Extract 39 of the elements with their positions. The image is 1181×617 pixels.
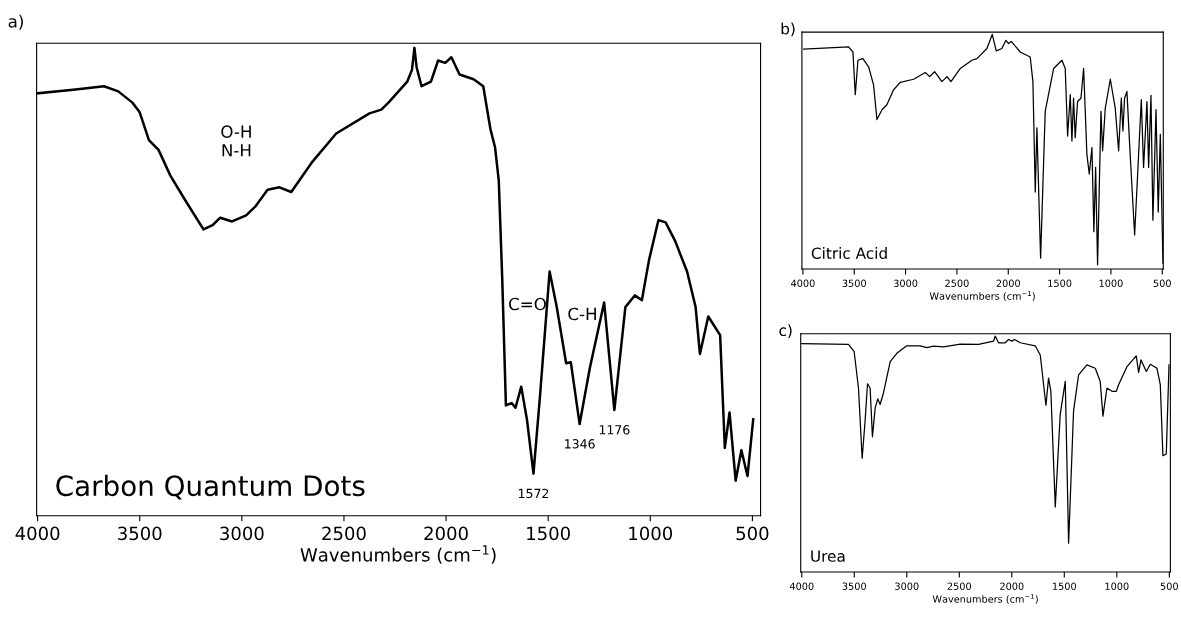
x-tick-label: 4000 <box>15 526 60 541</box>
x-tick-label: 500 <box>736 526 769 541</box>
x-tick-label: 3000 <box>220 526 264 541</box>
text: Carbon Quantum Dots <box>56 474 365 500</box>
annotation: 1346 <box>565 439 595 449</box>
x-tick-label: 3000 <box>893 279 918 287</box>
x-tick-label: 1500 <box>1053 582 1077 590</box>
x-tick-label: 1000 <box>1105 582 1129 590</box>
x-tick-label: 2000 <box>424 526 468 541</box>
x-tick-label: 2500 <box>947 582 972 590</box>
x-tick-label: 2000 <box>996 279 1020 287</box>
x-axis-title: Wavenumbers (cm$^{−1}$) <box>300 545 496 564</box>
annotation: 1176 <box>599 425 630 435</box>
annotation: C=O <box>509 297 546 311</box>
x-tick-label: 3000 <box>895 582 919 590</box>
x-tick-label: 1500 <box>1048 279 1072 287</box>
x-tick-label: 4000 <box>791 279 815 287</box>
text: b) <box>781 22 795 37</box>
x-tick-label: 2000 <box>1000 582 1024 590</box>
x-tick-label: 1000 <box>1099 279 1123 287</box>
x-tick-label: 3500 <box>842 582 866 590</box>
text: Urea <box>811 550 845 562</box>
x-tick-label: 3500 <box>118 526 162 541</box>
x-tick-label: 4000 <box>789 582 814 590</box>
annotation: 1572 <box>518 488 549 499</box>
x-tick-label: 1500 <box>527 526 570 541</box>
annotation: C-H <box>568 307 596 321</box>
x-tick-label: 500 <box>1153 279 1171 287</box>
x-tick-label: 2500 <box>945 279 969 287</box>
text: Citric Acid <box>811 247 887 259</box>
x-axis-title: Wavenumbers (cm$^{−1}$) <box>929 290 1035 301</box>
x-tick-label: 2500 <box>322 526 366 541</box>
x-tick-label: 3500 <box>842 279 866 287</box>
text: c) <box>779 324 792 338</box>
x-axis-title: Wavenumbers (cm$^{−1}$) <box>932 593 1038 604</box>
annotation: O-H N-H <box>221 125 251 157</box>
x-tick-label: 500 <box>1160 582 1178 590</box>
text: a) <box>8 14 23 30</box>
x-tick-label: 1000 <box>629 526 673 541</box>
